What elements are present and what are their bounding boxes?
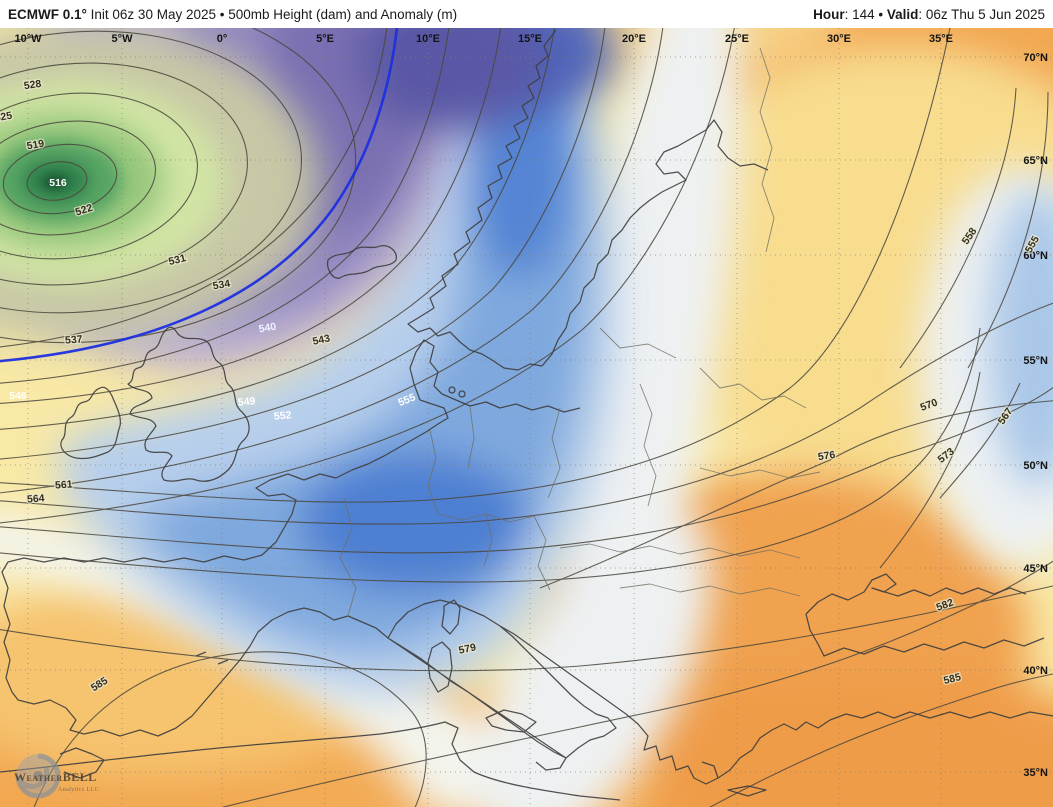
weatherbell-swirl-icon (15, 753, 61, 799)
contour-label-519: 519 (26, 138, 45, 153)
latitude-labels: 70°N 65°N 60°N 55°N 50°N 45°N 40°N 35°N (1023, 52, 1048, 779)
lat-label: 45°N (1023, 563, 1048, 575)
coast-northsea-channel (303, 399, 449, 481)
lat-label: 40°N (1023, 665, 1048, 677)
coast-denmark (409, 339, 443, 401)
lon-label: 25°E (725, 33, 749, 45)
contour-label-579: 579 (458, 641, 478, 656)
coast-baltic-south (441, 393, 581, 413)
contour-label-549: 549 (237, 395, 256, 409)
contour-label-537: 537 (65, 333, 83, 346)
coast-ireland (60, 386, 122, 460)
title-left: ECMWF 0.1° Init 06z 30 May 2025 • 500mb … (8, 7, 457, 22)
title-right: Hour: 144 • Valid: 06z Thu 5 Jun 2025 (813, 7, 1045, 22)
title-bar: ECMWF 0.1° Init 06z 30 May 2025 • 500mb … (0, 0, 1053, 28)
contour-label-540: 540 (258, 321, 277, 336)
contour-label-576: 576 (817, 449, 836, 463)
lon-label: 0° (217, 33, 228, 45)
coast-sardinia (427, 641, 453, 693)
contour-label-585: 585 (942, 671, 962, 687)
coast-turkey-south (829, 711, 1053, 721)
contour-label-546: 546 (9, 390, 27, 402)
lon-label: 35°E (929, 33, 953, 45)
coast-iceland (326, 245, 397, 279)
contour-label-564: 564 (27, 492, 45, 505)
lon-label: 5°E (316, 33, 334, 45)
model-name: ECMWF 0.1° (8, 6, 87, 22)
lon-label: 30°E (827, 33, 851, 45)
valid-value: : 06z Thu 5 Jun 2025 (918, 6, 1045, 22)
coast-great-britain (127, 326, 250, 482)
anomaly-fill-layer (0, 28, 1053, 807)
contour-label-552: 552 (273, 409, 292, 423)
lat-label: 60°N (1023, 250, 1048, 262)
watermark: WeatherBELL Analytics LLC (14, 753, 99, 799)
contour-label-561: 561 (55, 478, 73, 491)
coast-balearics (195, 651, 229, 665)
lon-label: 15°E (518, 33, 542, 45)
anomaly-map-svg: 10°W 5°W 0° 5°E 10°E 15°E 20°E 25°E 30°E 35°E 70°… (0, 28, 1053, 807)
contour-label-531: 531 (167, 252, 187, 268)
contour-label-525: 525 (0, 110, 13, 125)
coast-adriatic-greece (499, 625, 831, 785)
lat-label: 50°N (1023, 460, 1048, 472)
lat-label: 55°N (1023, 355, 1048, 367)
model-run-info: Init 06z 30 May 2025 • 500mb Height (dam… (86, 6, 458, 22)
valid-label: Valid (886, 6, 919, 22)
coastlines (0, 29, 1053, 801)
coast-north-africa (0, 721, 621, 801)
lat-label: 65°N (1023, 155, 1048, 167)
coast-norway (407, 29, 557, 371)
blue-540-contour (0, 28, 399, 363)
coast-sweden-baltic (541, 119, 769, 367)
coast-corsica (441, 599, 461, 635)
country-borders (339, 47, 821, 617)
lat-label: 35°N (1023, 767, 1048, 779)
coast-crete (727, 785, 767, 797)
coast-france-iberia (1, 473, 389, 737)
lon-label: 10°E (416, 33, 440, 45)
map-area: 10°W 5°W 0° 5°E 10°E 15°E 20°E 25°E 30°E 35°E 70°… (0, 28, 1053, 807)
weatherbell-logo-text: WeatherBELL (14, 770, 97, 784)
contour-label-528: 528 (23, 78, 42, 92)
hour-label: Hour (813, 6, 845, 22)
contour-label-543: 543 (312, 332, 332, 347)
lat-label: 70°N (1023, 52, 1048, 64)
coast-black-sea (805, 573, 1045, 657)
lon-label: 5°W (112, 33, 134, 45)
longitude-labels: 10°W 5°W 0° 5°E 10°E 15°E 20°E 25°E 30°E 35°E (14, 33, 953, 45)
lon-label: 10°W (14, 33, 42, 45)
contour-label-534: 534 (212, 278, 231, 293)
hour-value: : 144 • (844, 6, 887, 22)
contour-label-516: 516 (49, 177, 67, 189)
lon-label: 20°E (622, 33, 646, 45)
weatherbell-sub-text: Analytics LLC (58, 787, 99, 793)
coast-sicily (485, 709, 537, 733)
coast-morocco (59, 747, 105, 779)
